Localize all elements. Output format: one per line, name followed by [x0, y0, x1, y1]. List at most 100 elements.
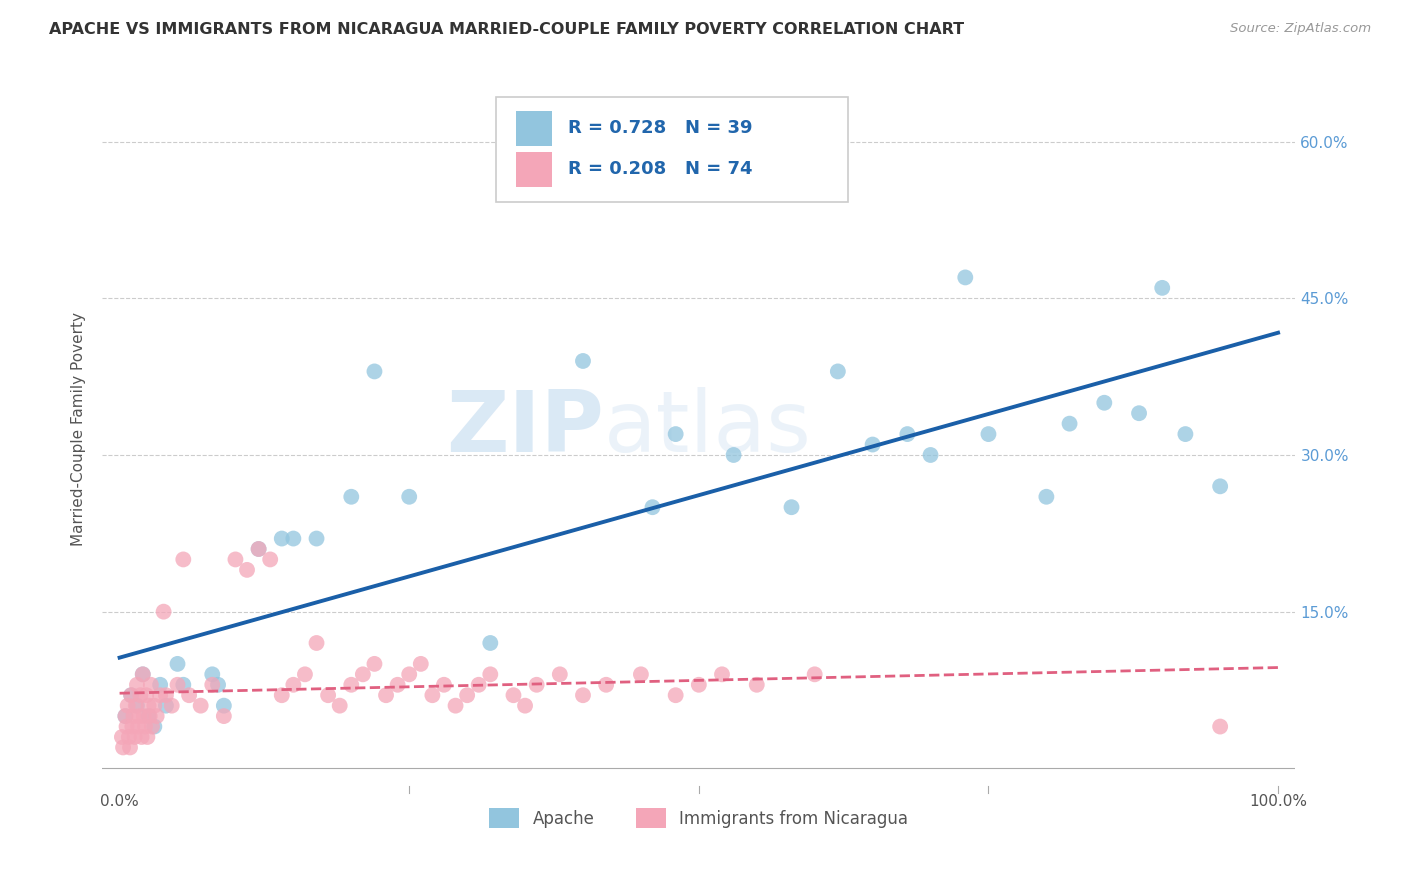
- FancyBboxPatch shape: [496, 97, 848, 202]
- Point: [803, 667, 825, 681]
- Point: [121, 720, 143, 734]
- Legend: Apache, Immigrants from Nicaragua: Apache, Immigrants from Nicaragua: [482, 801, 915, 835]
- Point: [152, 605, 174, 619]
- Point: [149, 688, 172, 702]
- Point: [134, 720, 156, 734]
- Point: [340, 490, 363, 504]
- Text: ZIP: ZIP: [446, 387, 603, 470]
- Point: [166, 678, 188, 692]
- Point: [1092, 396, 1115, 410]
- Point: [723, 448, 745, 462]
- Point: [247, 541, 270, 556]
- Text: Source: ZipAtlas.com: Source: ZipAtlas.com: [1230, 22, 1371, 36]
- Point: [977, 427, 1000, 442]
- Point: [1128, 406, 1150, 420]
- Point: [641, 500, 664, 515]
- Text: atlas: atlas: [603, 387, 811, 470]
- Text: APACHE VS IMMIGRANTS FROM NICARAGUA MARRIED-COUPLE FAMILY POVERTY CORRELATION CH: APACHE VS IMMIGRANTS FROM NICARAGUA MARR…: [49, 22, 965, 37]
- Point: [212, 698, 235, 713]
- Point: [548, 667, 571, 681]
- Point: [122, 709, 145, 723]
- Point: [270, 688, 292, 702]
- Point: [294, 667, 316, 681]
- Point: [149, 678, 172, 692]
- Point: [456, 688, 478, 702]
- Point: [128, 709, 150, 723]
- Point: [132, 667, 155, 681]
- Point: [118, 740, 141, 755]
- Point: [117, 698, 139, 713]
- Point: [1209, 479, 1232, 493]
- Point: [125, 698, 148, 713]
- Point: [111, 730, 134, 744]
- Point: [526, 678, 548, 692]
- FancyBboxPatch shape: [516, 111, 553, 145]
- Point: [1174, 427, 1197, 442]
- Text: R = 0.208   N = 74: R = 0.208 N = 74: [568, 161, 752, 178]
- Point: [955, 270, 977, 285]
- Point: [305, 532, 328, 546]
- Point: [467, 678, 489, 692]
- Point: [479, 667, 502, 681]
- Point: [132, 709, 155, 723]
- Point: [1152, 281, 1174, 295]
- Point: [124, 730, 146, 744]
- Point: [172, 552, 194, 566]
- Point: [363, 364, 385, 378]
- Point: [177, 688, 200, 702]
- Point: [920, 448, 942, 462]
- Point: [143, 698, 166, 713]
- Point: [236, 563, 259, 577]
- Point: [247, 541, 270, 556]
- Point: [136, 730, 159, 744]
- Point: [444, 698, 467, 713]
- Point: [270, 532, 292, 546]
- Point: [375, 688, 398, 702]
- Point: [155, 698, 177, 713]
- Point: [132, 667, 155, 681]
- Point: [129, 688, 152, 702]
- Point: [329, 698, 352, 713]
- Point: [340, 678, 363, 692]
- Point: [479, 636, 502, 650]
- Text: R = 0.728   N = 39: R = 0.728 N = 39: [568, 120, 752, 137]
- Point: [665, 427, 688, 442]
- Point: [572, 354, 595, 368]
- Point: [433, 678, 456, 692]
- FancyBboxPatch shape: [516, 153, 553, 186]
- Point: [166, 657, 188, 671]
- Point: [127, 720, 149, 734]
- Point: [665, 688, 688, 702]
- Point: [114, 709, 136, 723]
- Point: [316, 688, 339, 702]
- Point: [1209, 720, 1232, 734]
- Point: [398, 490, 420, 504]
- Point: [125, 698, 148, 713]
- Point: [688, 678, 710, 692]
- Point: [827, 364, 849, 378]
- Point: [138, 709, 160, 723]
- Point: [259, 552, 281, 566]
- Point: [139, 678, 162, 692]
- Point: [160, 698, 183, 713]
- Point: [120, 688, 142, 702]
- Point: [207, 678, 229, 692]
- Point: [352, 667, 374, 681]
- Point: [862, 437, 884, 451]
- Point: [114, 709, 136, 723]
- Point: [120, 688, 142, 702]
- Point: [143, 720, 166, 734]
- Point: [409, 657, 432, 671]
- Point: [138, 698, 160, 713]
- Point: [1035, 490, 1057, 504]
- Point: [630, 667, 652, 681]
- Point: [1059, 417, 1081, 431]
- Point: [201, 667, 224, 681]
- Point: [780, 500, 803, 515]
- Point: [572, 688, 595, 702]
- Point: [172, 678, 194, 692]
- Point: [138, 709, 160, 723]
- Point: [112, 740, 135, 755]
- Point: [896, 427, 918, 442]
- Point: [135, 688, 157, 702]
